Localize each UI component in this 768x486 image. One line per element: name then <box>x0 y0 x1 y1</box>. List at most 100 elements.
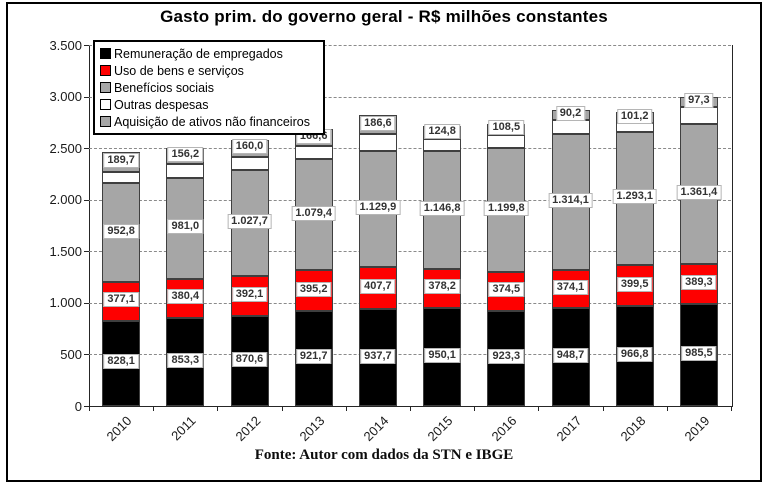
bar-value-label: 186,6 <box>360 115 396 131</box>
x-axis-year-label: 2016 <box>488 413 520 445</box>
y-axis-tick-mark <box>84 251 89 253</box>
bar-value-label: 853,3 <box>167 352 204 368</box>
bar-value-label: 1.027,7 <box>227 213 272 229</box>
y-axis-tick-mark <box>84 199 89 201</box>
y-axis-tick-label: 500 <box>60 346 82 362</box>
bar-value-label: 985,5 <box>681 346 717 362</box>
bar-segment-4 <box>551 119 590 135</box>
bar-value-label: 395,2 <box>295 281 332 297</box>
bar-value-label: 870,6 <box>231 352 268 368</box>
bar-value-label: 1.361,4 <box>676 184 722 200</box>
bar-value-label: 399,5 <box>616 276 653 292</box>
bar-value-label: 156,2 <box>167 146 204 162</box>
bar-segment-4 <box>679 106 718 124</box>
legend-item: Uso de bens e serviços <box>100 62 318 79</box>
bar-value-label: 392,1 <box>231 286 268 302</box>
x-axis-tick-mark <box>153 406 155 411</box>
bar-value-label: 378,2 <box>424 279 460 295</box>
bar-value-label: 374,1 <box>552 279 589 295</box>
y-axis-tick-mark <box>84 302 89 304</box>
bar-value-label: 108,5 <box>488 120 525 136</box>
bar-value-label: 950,1 <box>424 348 460 363</box>
chart-title: Gasto prim. do governo geral - R$ milhõe… <box>160 7 608 26</box>
y-axis-tick-mark <box>84 406 89 407</box>
bar-value-label: 377,1 <box>103 292 139 308</box>
x-axis-tick-mark <box>281 406 283 411</box>
x-axis-tick-mark <box>410 406 411 411</box>
y-axis-tick-mark <box>84 354 89 356</box>
legend-label: Outras despesas <box>114 97 209 112</box>
x-axis-tick-mark <box>602 406 604 411</box>
bar-value-label: 101,2 <box>616 108 653 124</box>
x-axis-year-label: 2015 <box>424 413 456 445</box>
x-axis-tick-mark <box>731 406 732 411</box>
bar-value-label: 1.293,1 <box>612 189 658 205</box>
bar-value-label: 923,3 <box>488 349 525 365</box>
bar-value-label: 828,1 <box>103 354 139 370</box>
legend-label: Uso de bens e serviços <box>114 63 244 78</box>
source-caption: Fonte: Autor com dados da STN e IBGE <box>254 447 514 463</box>
bar-value-label: 948,7 <box>552 348 589 364</box>
gridline <box>89 96 731 98</box>
bar-value-label: 380,4 <box>167 289 204 305</box>
bar-value-label: 966,8 <box>616 347 653 363</box>
legend-swatch-icon <box>100 65 111 76</box>
bar-value-label: 952,8 <box>103 223 139 239</box>
legend-item: Benefícios sociais <box>100 79 318 96</box>
bar-segment-4 <box>294 146 333 159</box>
gridline <box>89 45 731 46</box>
legend-label: Remuneração de empregados <box>114 46 283 61</box>
y-axis-tick-mark <box>84 45 89 46</box>
bar-segment-4 <box>358 134 397 151</box>
x-axis-tick-mark <box>474 406 476 411</box>
plot-area <box>89 45 733 407</box>
bar-value-label: 1.199,8 <box>483 201 529 217</box>
x-axis-tick-mark <box>89 406 90 411</box>
y-axis-tick-label: 1.500 <box>49 243 82 259</box>
y-axis-tick-mark <box>84 148 89 150</box>
x-axis-tick-mark <box>345 406 347 411</box>
bar-value-label: 124,8 <box>424 123 460 139</box>
gridline <box>89 251 731 253</box>
bar-value-label: 189,7 <box>103 152 139 168</box>
x-axis-year-label: 2014 <box>360 413 392 445</box>
bar-value-label: 389,3 <box>681 275 717 291</box>
bar-segment-4 <box>423 139 462 151</box>
bar-value-label: 1.146,8 <box>419 200 465 216</box>
bar-value-label: 407,7 <box>360 279 396 295</box>
bar-value-label: 1.079,4 <box>291 205 337 221</box>
y-axis-tick-mark <box>84 96 89 98</box>
x-axis-year-label: 2019 <box>681 413 713 445</box>
x-axis-year-label: 2012 <box>232 413 264 445</box>
legend: Remuneração de empregados Uso de bens e s… <box>93 40 325 135</box>
bar-segment-4 <box>166 163 205 178</box>
bar-segment-4 <box>230 156 269 170</box>
gridline <box>89 199 731 201</box>
bar-value-label: 160,0 <box>231 139 268 155</box>
x-axis-year-label: 2011 <box>168 413 199 444</box>
bar-value-label: 97,3 <box>684 92 714 108</box>
bar-segment-4 <box>102 171 141 184</box>
bar-value-label: 1.129,9 <box>355 199 401 215</box>
bar-value-label: 937,7 <box>360 348 396 364</box>
legend-swatch-icon <box>100 82 111 93</box>
legend-item: Aquisição de ativos não financeiros <box>100 113 318 130</box>
y-axis-tick-label: 2.000 <box>49 192 82 208</box>
x-axis-year-label: 2013 <box>296 413 328 445</box>
bar-segment-4 <box>487 134 526 149</box>
x-axis-tick-mark <box>217 406 219 411</box>
bar-segment-4 <box>615 122 654 132</box>
x-axis-year-label: 2010 <box>103 413 135 445</box>
bar-value-label: 981,0 <box>167 219 204 235</box>
bar-value-label: 1.314,1 <box>548 192 593 208</box>
y-axis-tick-label: 3.500 <box>49 37 82 53</box>
y-axis-tick-label: 0 <box>74 398 82 414</box>
legend-swatch-icon <box>100 116 111 127</box>
gridline <box>89 148 731 150</box>
legend-label: Aquisição de ativos não financeiros <box>114 114 310 129</box>
y-axis-tick-label: 1.000 <box>49 295 82 311</box>
bar-value-label: 374,5 <box>488 282 525 298</box>
legend-item: Remuneração de empregados <box>100 45 318 62</box>
x-axis-year-label: 2018 <box>617 413 649 445</box>
